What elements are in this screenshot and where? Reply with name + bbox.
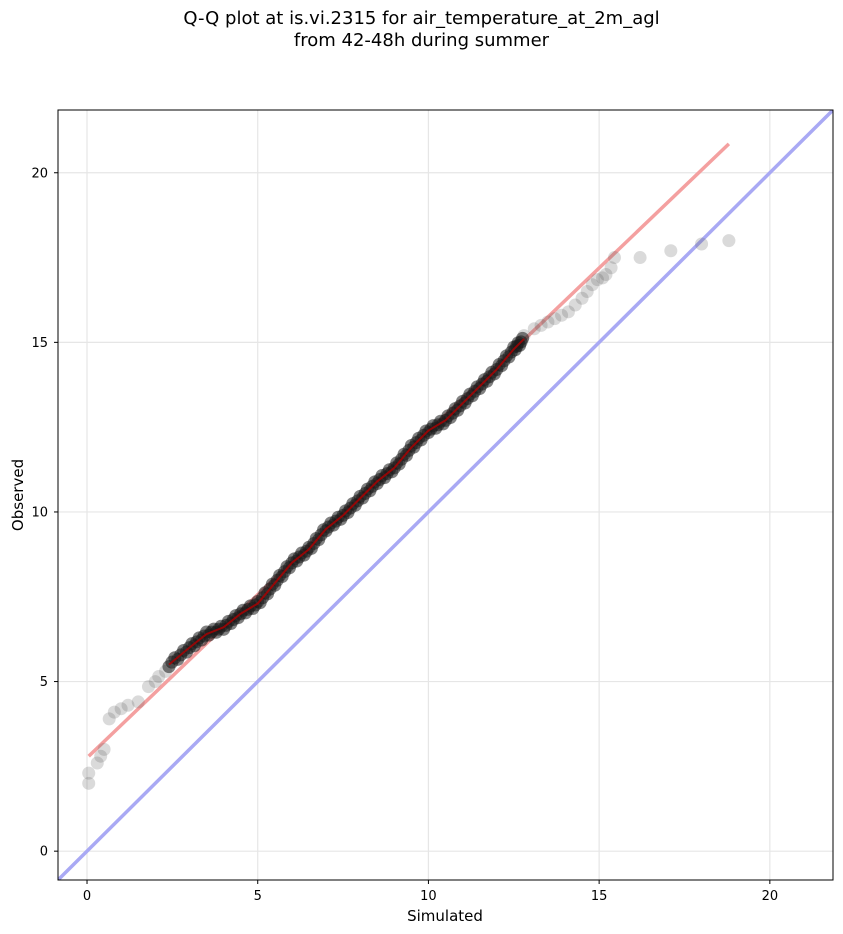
y-tick-label: 20 xyxy=(31,166,48,181)
data-point xyxy=(94,749,108,763)
data-point xyxy=(633,251,647,265)
data-point xyxy=(102,712,116,726)
data-point xyxy=(604,261,618,275)
data-point xyxy=(534,318,548,332)
data-point xyxy=(575,291,589,305)
chart-title: Q-Q plot at is.vi.2315 for air_temperatu… xyxy=(0,8,843,52)
data-point xyxy=(82,776,96,790)
axis-ticks: 0 5 10 15 20 0 5 10 15 20 xyxy=(31,166,778,904)
y-tick-label: 0 xyxy=(40,845,48,860)
data-point xyxy=(141,680,155,694)
data-point xyxy=(664,244,678,258)
y-tick-label: 15 xyxy=(31,336,48,351)
data-point xyxy=(722,234,736,248)
data-point xyxy=(114,702,128,716)
plot-frame xyxy=(57,109,834,881)
data-point xyxy=(148,675,162,689)
y-tick-label: 5 xyxy=(40,675,48,690)
data-point xyxy=(580,284,594,298)
data-point xyxy=(131,695,145,709)
data-point xyxy=(97,742,111,756)
data-point xyxy=(82,766,96,780)
x-tick-label: 20 xyxy=(762,889,779,904)
data-point xyxy=(599,268,613,282)
data-point xyxy=(695,237,709,251)
x-tick-label: 5 xyxy=(254,889,262,904)
data-point xyxy=(121,698,135,712)
chart-title-line-1: Q-Q plot at is.vi.2315 for air_temperatu… xyxy=(183,8,660,29)
x-tick-label: 0 xyxy=(83,889,91,904)
y-axis-label: Observed xyxy=(9,459,27,531)
data-points xyxy=(82,234,736,790)
data-point xyxy=(596,271,610,285)
data-point xyxy=(548,312,562,326)
data-point xyxy=(561,305,575,319)
data-point xyxy=(90,756,104,770)
data-point xyxy=(590,273,604,287)
data-point xyxy=(541,315,555,329)
x-tick-label: 15 xyxy=(591,889,608,904)
data-point xyxy=(568,298,582,312)
data-point xyxy=(152,669,166,683)
data-point xyxy=(107,705,121,719)
data-point xyxy=(607,251,621,265)
data-point xyxy=(555,308,569,322)
dense-trend-line xyxy=(168,338,525,666)
reference-lines xyxy=(58,110,833,880)
identity-line xyxy=(58,110,833,880)
chart-title-line-2: from 42-48h during summer xyxy=(293,30,550,51)
y-tick-label: 10 xyxy=(31,505,48,520)
data-point xyxy=(585,278,599,292)
x-tick-label: 10 xyxy=(420,889,437,904)
x-axis-label: Simulated xyxy=(407,907,483,925)
data-point xyxy=(516,331,530,345)
grid xyxy=(58,110,833,880)
data-point xyxy=(527,322,541,336)
